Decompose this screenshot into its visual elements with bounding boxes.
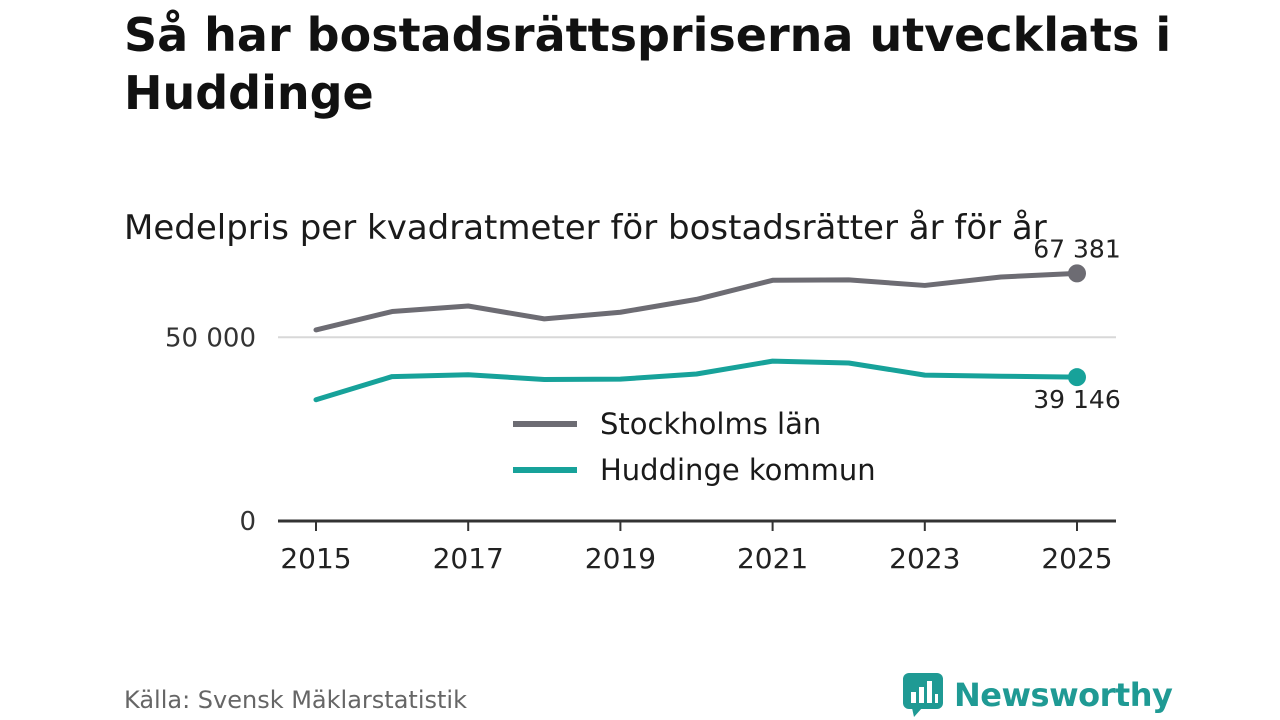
legend-label: Huddinge kommun — [600, 453, 876, 487]
x-tick-label: 2025 — [1041, 542, 1112, 575]
y-tick-label: 50 000 — [165, 323, 256, 353]
end-value-label: 67 381 — [1033, 234, 1120, 263]
series-line-huddinge — [313, 358, 1080, 403]
x-tick-label: 2017 — [433, 542, 504, 575]
legend-background — [498, 398, 893, 418]
legend-background — [498, 418, 893, 490]
end-point-marker — [1068, 264, 1086, 283]
grid-layer: 0 50 000 — [165, 323, 1116, 537]
legend-label: Stockholms län — [600, 407, 821, 441]
brand-logo[interactable]: Newsworthy — [902, 670, 1173, 720]
x-tick-label: 2023 — [889, 542, 960, 575]
axis-layer: 2015 2017 2019 2021 2023 2025 — [278, 519, 1116, 575]
end-value-label: 39 146 — [1033, 385, 1120, 414]
series-layer: 67 381 39 146 — [313, 234, 1121, 414]
series-line-stockholm — [313, 270, 1080, 333]
bar-chart-speech-bubble-icon — [903, 673, 943, 717]
x-tick-label: 2021 — [737, 542, 808, 575]
y-tick-label: 0 — [239, 507, 256, 537]
legend: Stockholms län Huddinge kommun — [498, 398, 893, 490]
brand-name: Newsworthy — [954, 676, 1173, 714]
source-note: Källa: Svensk Mäklarstatistik — [124, 686, 467, 714]
chart-subtitle: Medelpris per kvadratmeter för bostadsrä… — [124, 208, 1047, 248]
x-tick-label: 2019 — [585, 542, 656, 575]
x-tick-label: 2015 — [280, 542, 351, 575]
end-point-marker — [1068, 368, 1086, 387]
chart-title: Så har bostadsrättspriserna utvecklats i… — [124, 8, 1172, 120]
